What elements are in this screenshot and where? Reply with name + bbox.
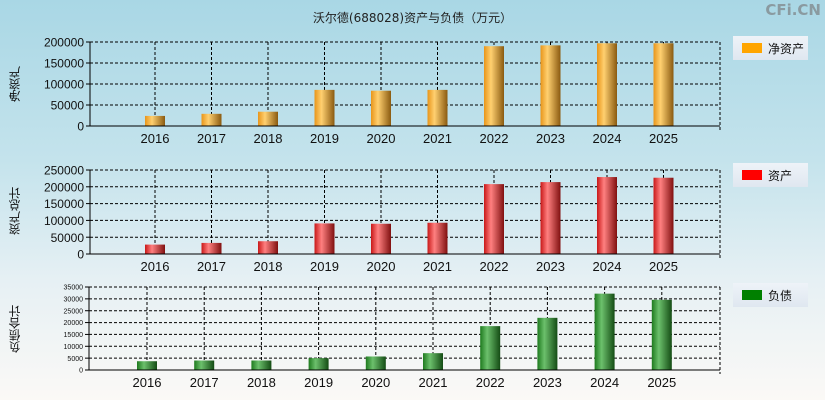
chart-title: 沃尔德(688028)资产与负债（万元） bbox=[312, 11, 513, 25]
y-tick-label: 50000 bbox=[51, 99, 85, 113]
bar-2023 bbox=[540, 45, 561, 126]
x-tick-label: 2021 bbox=[423, 259, 452, 274]
x-tick-label: 2022 bbox=[480, 259, 509, 274]
bar-2018 bbox=[251, 360, 272, 370]
x-tick-label: 2020 bbox=[367, 131, 396, 146]
x-tick-label: 2019 bbox=[310, 259, 339, 274]
bar-2024 bbox=[597, 43, 617, 127]
x-tick-label: 2022 bbox=[480, 131, 509, 146]
legend-label: 资产 bbox=[768, 169, 793, 183]
bar-2018 bbox=[258, 111, 278, 126]
legend-liabilities: 负债 bbox=[733, 283, 808, 307]
x-tick-label: 2018 bbox=[247, 375, 276, 390]
x-tick-label: 2018 bbox=[254, 131, 283, 146]
bar-2020 bbox=[371, 223, 391, 254]
bar-2016 bbox=[137, 361, 157, 370]
x-tick-label: 2023 bbox=[536, 259, 565, 274]
x-tick-label: 2024 bbox=[590, 375, 619, 390]
bar-2016 bbox=[145, 244, 165, 254]
y-tick-label: 0 bbox=[79, 368, 83, 375]
y-tick-label: 150000 bbox=[44, 197, 84, 211]
x-tick-label: 2023 bbox=[536, 131, 565, 146]
y-axis-label-total-assets: 资产总计 bbox=[8, 187, 22, 235]
legend-assets: 资产 bbox=[733, 163, 808, 187]
bar-2018 bbox=[258, 241, 278, 254]
legend-swatch bbox=[742, 43, 762, 53]
bar-2022 bbox=[484, 46, 504, 127]
x-tick-label: 2025 bbox=[649, 259, 678, 274]
y-tick-label: 100000 bbox=[44, 78, 84, 92]
y-tick-label: 25000 bbox=[64, 308, 84, 315]
x-tick-label: 2016 bbox=[133, 375, 162, 390]
y-tick-label: 150000 bbox=[44, 57, 84, 71]
legend-label: 净资产 bbox=[768, 42, 805, 56]
bar-2019 bbox=[314, 223, 335, 254]
bar-2017 bbox=[201, 242, 222, 254]
bar-2024 bbox=[594, 293, 615, 370]
y-tick-label: 20000 bbox=[64, 320, 84, 327]
y-axis-label-net-assets: 净资产 bbox=[8, 66, 22, 102]
bar-2020 bbox=[371, 90, 391, 126]
bar-2022 bbox=[480, 326, 501, 370]
y-tick-label: 200000 bbox=[44, 180, 84, 194]
bar-2025 bbox=[651, 299, 672, 370]
y-tick-label: 5000 bbox=[67, 356, 83, 363]
bar-2017 bbox=[201, 113, 222, 126]
bar-2016 bbox=[145, 115, 165, 126]
bar-2021 bbox=[427, 222, 448, 254]
y-tick-label: 30000 bbox=[64, 297, 84, 304]
y-tick-label: 35000 bbox=[64, 285, 84, 292]
y-tick-label: 0 bbox=[77, 120, 84, 134]
legend-swatch bbox=[742, 290, 762, 300]
x-tick-label: 2024 bbox=[593, 131, 622, 146]
bar-2025 bbox=[653, 43, 674, 127]
y-tick-label: 200000 bbox=[44, 36, 84, 50]
x-tick-label: 2019 bbox=[310, 131, 339, 146]
legend-swatch bbox=[742, 170, 762, 180]
x-tick-label: 2020 bbox=[361, 375, 390, 390]
bar-2020 bbox=[365, 356, 386, 370]
x-tick-label: 2022 bbox=[476, 375, 505, 390]
x-tick-label: 2020 bbox=[367, 259, 396, 274]
x-tick-label: 2024 bbox=[593, 259, 622, 274]
x-tick-label: 2021 bbox=[423, 131, 452, 146]
x-tick-label: 2017 bbox=[197, 259, 226, 274]
x-tick-label: 2019 bbox=[304, 375, 333, 390]
legend-label: 负债 bbox=[768, 289, 793, 303]
bar-2025 bbox=[653, 177, 674, 254]
bar-2019 bbox=[308, 358, 329, 370]
y-tick-label: 10000 bbox=[64, 344, 84, 351]
y-tick-label: 0 bbox=[77, 248, 84, 262]
x-tick-label: 2016 bbox=[141, 259, 170, 274]
x-tick-label: 2021 bbox=[419, 375, 448, 390]
bar-2022 bbox=[484, 184, 504, 254]
bar-2019 bbox=[314, 89, 335, 126]
bar-2023 bbox=[540, 182, 561, 254]
x-tick-label: 2017 bbox=[190, 375, 219, 390]
x-tick-label: 2018 bbox=[254, 259, 283, 274]
legend-net-assets: 净资产 bbox=[733, 36, 808, 60]
chart-0: 0 50000 100000 150000 200000 2016 2017 2018 2019… bbox=[44, 36, 721, 146]
x-tick-label: 2017 bbox=[197, 131, 226, 146]
x-tick-label: 2016 bbox=[141, 131, 170, 146]
x-tick-label: 2025 bbox=[647, 375, 676, 390]
y-tick-label: 100000 bbox=[44, 214, 84, 228]
chart-2: 0 5000 10000 15000 20000 25000 30000 35000 2016 2… bbox=[64, 285, 721, 390]
bar-2024 bbox=[597, 177, 617, 254]
x-tick-label: 2023 bbox=[533, 375, 562, 390]
chart-1: 0 50000 100000 150000 200000 250000 2016 2017 20… bbox=[44, 164, 721, 274]
bar-2023 bbox=[537, 317, 558, 370]
bar-2017 bbox=[194, 360, 215, 370]
x-tick-label: 2025 bbox=[649, 131, 678, 146]
bar-2021 bbox=[427, 89, 448, 126]
y-tick-label: 250000 bbox=[44, 164, 84, 178]
bar-2021 bbox=[423, 353, 443, 370]
y-tick-label: 15000 bbox=[64, 332, 84, 339]
y-axis-label-liabilities: 负债合计 bbox=[8, 305, 22, 353]
y-tick-label: 50000 bbox=[51, 231, 85, 245]
watermark-logo: CFi.CN bbox=[765, 1, 821, 19]
